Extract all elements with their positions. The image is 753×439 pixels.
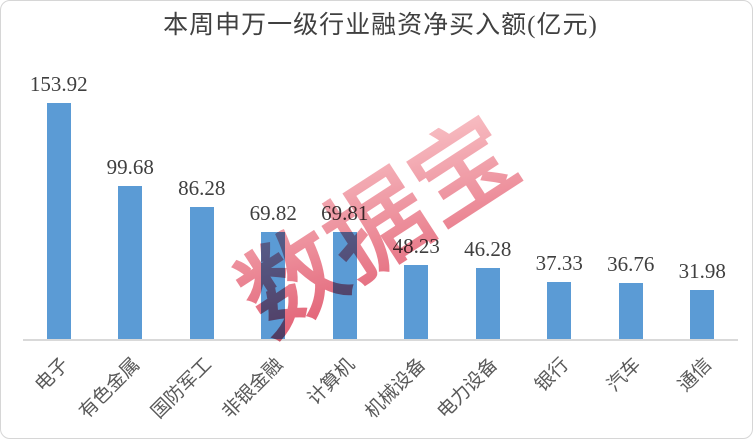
category-label: 银行	[531, 354, 574, 397]
bar-group: 99.68	[95, 71, 167, 339]
bar-value-label: 31.98	[678, 258, 726, 283]
category-label: 计算机	[303, 354, 359, 410]
plot-area: 153.92 99.68 86.28 69.82 69.81 48.23 46.28 37.3…	[23, 71, 738, 339]
category-label: 有色金属	[75, 354, 145, 423]
bar	[404, 265, 429, 339]
bar-group: 153.92	[23, 71, 95, 339]
category-label: 机械设备	[361, 354, 431, 423]
bar	[332, 231, 357, 339]
bar-value-label: 153.92	[29, 72, 88, 96]
category-label: 汽车	[603, 354, 645, 397]
bar-value-label: 46.28	[464, 237, 512, 262]
category-label: 电力设备	[433, 354, 502, 423]
category-label: 通信	[674, 354, 717, 397]
bar-group: 48.23	[381, 71, 453, 339]
bar-group: 69.82	[238, 71, 310, 339]
bar-group: 86.28	[166, 71, 238, 339]
category-label: 国防军工	[147, 354, 216, 423]
x-axis-line	[23, 339, 738, 341]
chart-title: 本周申万一级行业融资净买入额(亿元)	[163, 12, 598, 39]
bar	[189, 206, 214, 339]
bar-value-label: 69.81	[321, 200, 369, 225]
bar	[618, 282, 643, 339]
bar	[475, 268, 500, 339]
bar-group: 36.76	[595, 71, 667, 339]
x-axis-labels: 电子 有色金属 国防军工 非银金融 计算机 机械设备 电力设备 银行 汽车 通信	[23, 339, 738, 438]
bar	[547, 281, 572, 339]
bar-value-label: 37.33	[535, 250, 583, 275]
bar	[261, 231, 286, 339]
bar	[118, 186, 143, 339]
bar	[690, 289, 715, 339]
bar-value-label: 36.76	[607, 251, 655, 276]
bar	[46, 103, 71, 339]
bar-group: 46.28	[452, 71, 524, 339]
bar-value-label: 48.23	[392, 234, 440, 259]
bar-group: 69.81	[309, 71, 381, 339]
category-label: 电子	[31, 354, 73, 397]
bar-group: 31.98	[667, 71, 739, 339]
bar-value-label: 69.82	[249, 200, 297, 225]
bar-value-label: 86.28	[178, 175, 226, 200]
bar-group: 37.33	[524, 71, 596, 339]
bar-value-label: 99.68	[106, 155, 154, 180]
category-label: 非银金融	[218, 354, 288, 423]
